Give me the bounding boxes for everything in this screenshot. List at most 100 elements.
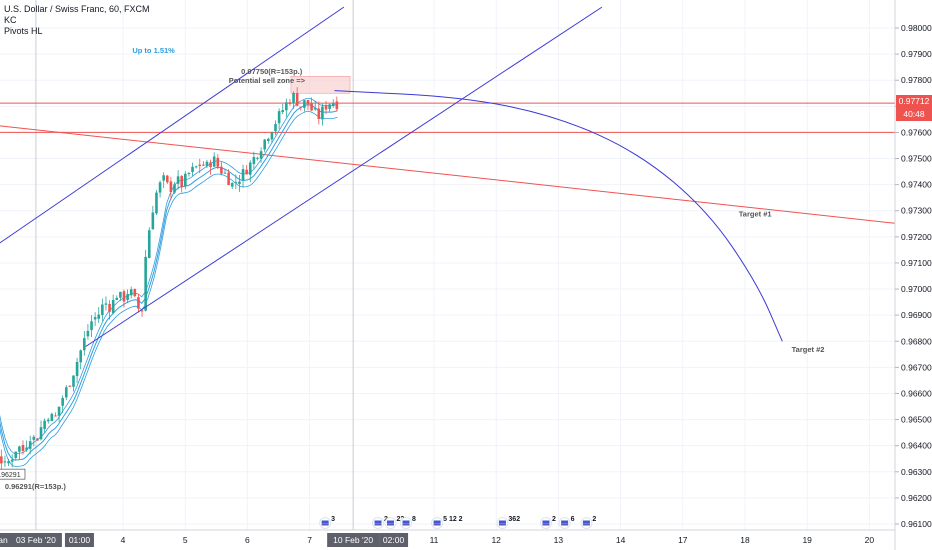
event-count: 8: [412, 516, 416, 523]
candle-body: [180, 176, 184, 187]
candle-body: [227, 172, 230, 186]
candle-body: [173, 184, 176, 193]
candle-body: [259, 151, 263, 159]
candle-body: [238, 181, 241, 185]
price-tick-label: 0.97900: [901, 49, 932, 59]
candle-body: [61, 397, 64, 406]
candle-body: [57, 406, 61, 416]
event-count: 6: [571, 516, 575, 523]
time-tick-label: 12: [491, 535, 501, 545]
flag-stripe: [321, 523, 329, 525]
candle-body: [230, 182, 234, 187]
time-label-highlight: [379, 533, 409, 547]
candle-body: [147, 230, 151, 258]
price-tick-label: 0.97000: [901, 284, 932, 294]
keltner-channel: [0, 98, 338, 467]
candle-body: [202, 164, 205, 166]
candle-body: [79, 350, 83, 363]
candle-body: [317, 108, 321, 119]
annotation-label: 0.96291(R=153p.): [5, 482, 67, 491]
candle-body: [209, 162, 212, 168]
candle-body: [68, 385, 72, 387]
event-count: 2: [552, 516, 556, 523]
candle-body: [194, 166, 198, 168]
symbol-title[interactable]: U.S. Dollar / Swiss Franc, 60, FXCM: [4, 4, 150, 14]
sell-zone: [290, 75, 351, 94]
candle-body: [324, 105, 328, 110]
flag-stripe: [402, 523, 410, 525]
price-tick-label: 0.96900: [901, 310, 932, 320]
candle-body: [274, 123, 277, 132]
time-tick-label: 7: [307, 535, 312, 545]
candle-body: [241, 169, 245, 181]
candle-body: [187, 173, 191, 175]
candle-body: [101, 304, 104, 315]
candle-body: [129, 289, 133, 296]
candle-body: [205, 161, 209, 167]
price-tick-label: 0.96700: [901, 362, 932, 372]
annotation-label: Target #2: [792, 345, 825, 354]
candle-body: [122, 291, 126, 302]
price-tick-label: 0.97400: [901, 180, 932, 190]
time-tick-label: 14: [616, 535, 626, 545]
candle-body: [137, 297, 140, 309]
flag-stripe: [374, 523, 382, 525]
annotation-label: 0.97750(R=153p.): [241, 67, 303, 76]
candle-body: [46, 419, 50, 422]
candle-body: [292, 93, 295, 104]
candle-body: [310, 103, 313, 111]
time-tick-label: 03 Feb '20: [16, 535, 56, 545]
candle-body: [234, 182, 238, 184]
candle-body: [39, 427, 43, 440]
candle-body: [21, 444, 25, 452]
price-tick-label: 0.96600: [901, 388, 932, 398]
time-tick-label: 13: [554, 535, 564, 545]
candle-body: [277, 111, 281, 124]
candle-body: [313, 108, 317, 110]
red-horizontal-lines: [0, 102, 895, 133]
candle-body: [126, 294, 129, 300]
keltner-line: [0, 104, 338, 461]
candle-body: [64, 387, 68, 398]
candle-body: [252, 156, 256, 164]
candle-body: [198, 164, 202, 167]
candle-body: [115, 297, 119, 300]
time-tick-label: 20: [865, 535, 875, 545]
candle-body: [162, 175, 165, 181]
candle-body: [184, 173, 187, 187]
candle-body: [263, 139, 266, 150]
price-tick-label: 0.96200: [901, 493, 932, 503]
flag-stripe: [498, 523, 506, 525]
candle-body: [133, 289, 137, 297]
sell-zone-box: [290, 75, 351, 94]
candle-body: [75, 361, 79, 377]
candle-body: [18, 446, 21, 452]
red-diagonal: [0, 125, 896, 224]
candle-body: [165, 175, 169, 183]
candle-body: [86, 330, 90, 337]
event-count: 22: [396, 516, 404, 523]
candle-body: [281, 110, 285, 113]
price-tick-label: 0.96400: [901, 441, 932, 451]
price-tick-label: 0.97100: [901, 258, 932, 268]
candle-body: [54, 415, 57, 417]
price-tick-label: 0.96800: [901, 336, 932, 346]
candle-body: [328, 104, 331, 109]
candle-body: [299, 106, 303, 108]
indicator-pivots[interactable]: Pivots HL: [4, 26, 43, 36]
price-tick-label: 0.96300: [901, 467, 932, 477]
event-count: 5 12 2: [443, 516, 463, 523]
price-tick-label: 0.97800: [901, 75, 932, 85]
price-tick-label: 0.97600: [901, 127, 932, 137]
indicator-kc[interactable]: KC: [4, 15, 17, 25]
channel-lower: [85, 6, 603, 347]
price-tick-label: 0.97500: [901, 154, 932, 164]
candle-body: [28, 441, 32, 449]
time-label-highlight: [327, 533, 380, 547]
candle-body: [0, 456, 3, 464]
candles: [0, 87, 339, 472]
flag-stripe: [433, 523, 441, 525]
